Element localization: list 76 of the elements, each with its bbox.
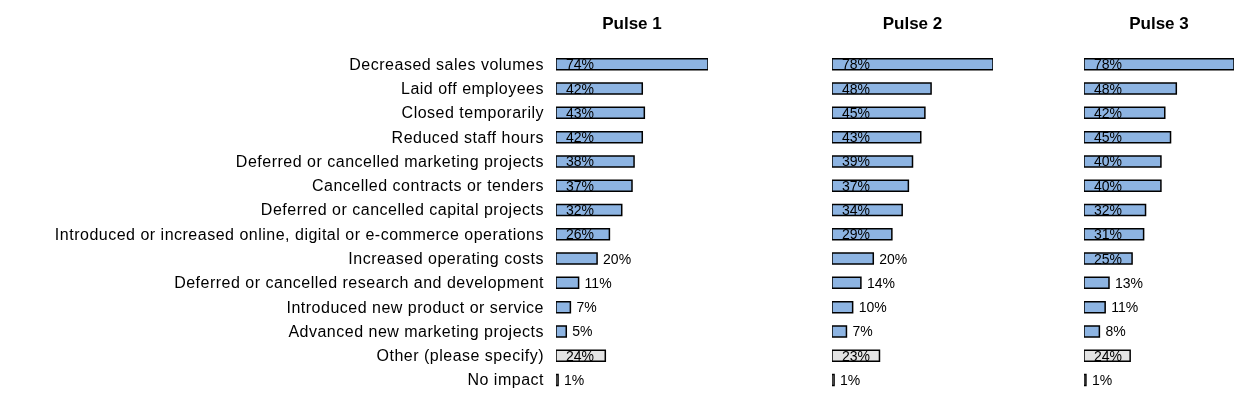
data-label: 10% <box>858 299 887 316</box>
data-label: 42% <box>1094 104 1123 121</box>
data-label: 8% <box>1105 323 1126 340</box>
data-label: 13% <box>1115 274 1144 291</box>
bar <box>1084 300 1106 314</box>
data-label: 1% <box>1091 372 1113 389</box>
y-tick-label: Decreased sales volumes <box>349 55 544 73</box>
y-tick-label: Introduced or increased online, digital or e-commerce operations <box>54 225 544 243</box>
data-label: 43% <box>566 104 595 121</box>
bar <box>832 276 862 290</box>
data-label: 29% <box>842 226 871 243</box>
bar <box>832 373 835 387</box>
data-label: 40% <box>1094 153 1123 170</box>
data-label: 14% <box>866 274 895 291</box>
data-label: 1% <box>564 372 585 389</box>
data-label: 25% <box>1094 250 1123 267</box>
data-label: 37% <box>566 177 595 194</box>
chart-title: Pulse 3 <box>1128 14 1190 34</box>
y-tick-label: Deferred or cancelled marketing projects <box>235 152 544 170</box>
bar <box>1084 325 1101 338</box>
data-label: 38% <box>566 153 595 170</box>
data-label: 11% <box>584 274 612 291</box>
data-label: 37% <box>842 177 871 194</box>
y-tick-label: Introduced new product or service <box>286 298 544 316</box>
data-label: 26% <box>566 226 595 243</box>
data-label: 78% <box>1094 56 1123 73</box>
data-label: 24% <box>566 347 595 364</box>
data-label: 7% <box>852 323 873 340</box>
bar <box>556 373 559 387</box>
data-label: 23% <box>842 347 871 364</box>
data-label: 48% <box>842 80 871 97</box>
y-tick-label: Deferred or cancelled research and development <box>174 274 545 292</box>
bar <box>1084 58 1234 71</box>
data-label: 45% <box>1094 129 1123 146</box>
bar <box>556 276 580 290</box>
y-tick-label: Laid off employees <box>400 79 544 97</box>
bar <box>832 300 854 314</box>
data-label: 42% <box>566 80 595 97</box>
data-label: 11% <box>1111 299 1139 316</box>
data-label: 42% <box>566 129 595 146</box>
y-tick-label: Cancelled contracts or tenders <box>312 177 544 195</box>
data-label: 20% <box>603 250 632 267</box>
bar <box>832 58 993 71</box>
data-label: 1% <box>840 372 861 389</box>
bar <box>832 325 848 338</box>
data-label: 7% <box>576 299 597 316</box>
data-label: 5% <box>572 323 593 340</box>
data-label: 39% <box>842 153 871 170</box>
data-label: 31% <box>1094 226 1123 243</box>
bar <box>556 58 708 71</box>
bar <box>832 252 875 265</box>
data-label: 24% <box>1094 347 1123 364</box>
chart-title: Pulse 1 <box>601 14 663 34</box>
y-tick-label: Increased operating costs <box>348 249 544 267</box>
y-tick-label: Other (please specify) <box>376 347 544 365</box>
bar <box>556 325 568 338</box>
bar <box>1084 276 1110 290</box>
data-label: 32% <box>1094 202 1123 219</box>
bar <box>556 300 572 314</box>
data-label: 34% <box>842 202 871 219</box>
data-label: 20% <box>879 250 908 267</box>
data-label: 43% <box>842 129 871 146</box>
data-label: 78% <box>842 56 871 73</box>
y-tick-label: Advanced new marketing projects <box>288 322 544 340</box>
data-label: 45% <box>842 104 871 121</box>
y-tick-label: Reduced staff hours <box>391 128 544 146</box>
y-tick-label: Closed temporarily <box>401 104 544 122</box>
y-tick-label: Deferred or cancelled capital projects <box>260 201 544 219</box>
data-label: 40% <box>1094 177 1123 194</box>
bar <box>556 252 598 265</box>
bar <box>832 82 932 95</box>
data-label: 48% <box>1094 80 1123 97</box>
chart-title: Pulse 2 <box>881 14 944 34</box>
data-label: 74% <box>566 56 595 73</box>
data-label: 32% <box>566 202 595 219</box>
y-tick-label: No impact <box>467 371 545 389</box>
